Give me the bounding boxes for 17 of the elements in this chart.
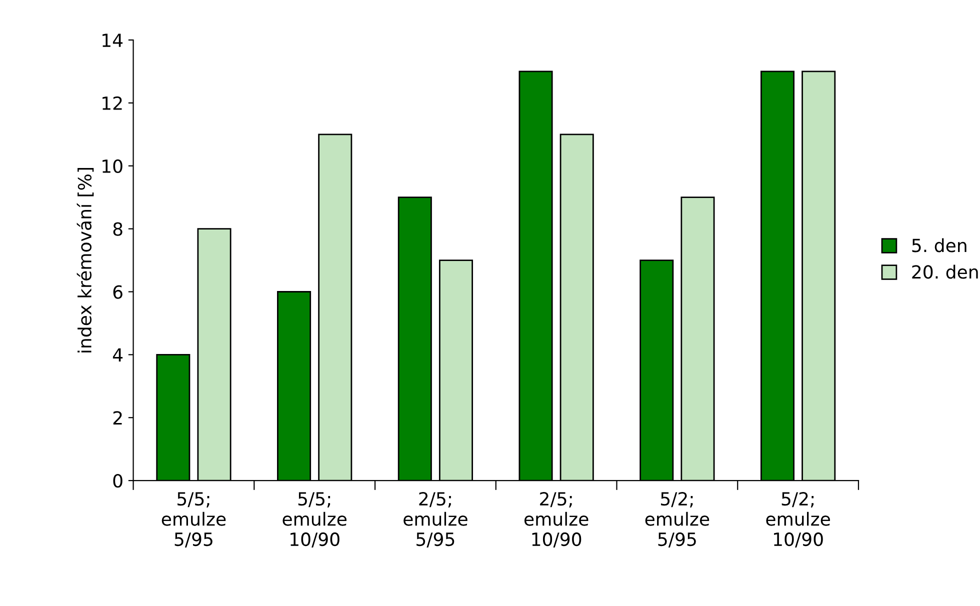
y-tick-label: 0: [113, 474, 122, 488]
y-tick-label: 8: [113, 222, 122, 236]
y-tick-label: 2: [113, 411, 122, 424]
x-tick-label: 5/2; emulze 10/90: [766, 492, 830, 548]
legend-label: 20. den: [912, 264, 978, 279]
y-tick-label: 12: [102, 96, 122, 110]
x-tick-label: 2/5; emulze 10/90: [524, 492, 588, 548]
y-tick-label: 14: [102, 34, 123, 47]
y-tick-label: 6: [113, 285, 122, 299]
x-tick-label: 5/5; emulze 10/90: [282, 492, 346, 548]
x-tick-label: 5/5; emulze 5/95: [162, 492, 226, 548]
y-axis-title: index krémování [%]: [76, 168, 94, 352]
x-tick-label: 2/5; emulze 5/95: [404, 492, 468, 548]
x-tick-label: 5/2; emulze 5/95: [645, 492, 710, 548]
y-tick-label: 4: [112, 348, 123, 362]
y-tick-label: 10: [102, 159, 122, 173]
legend-label: 5. den: [912, 238, 966, 252]
